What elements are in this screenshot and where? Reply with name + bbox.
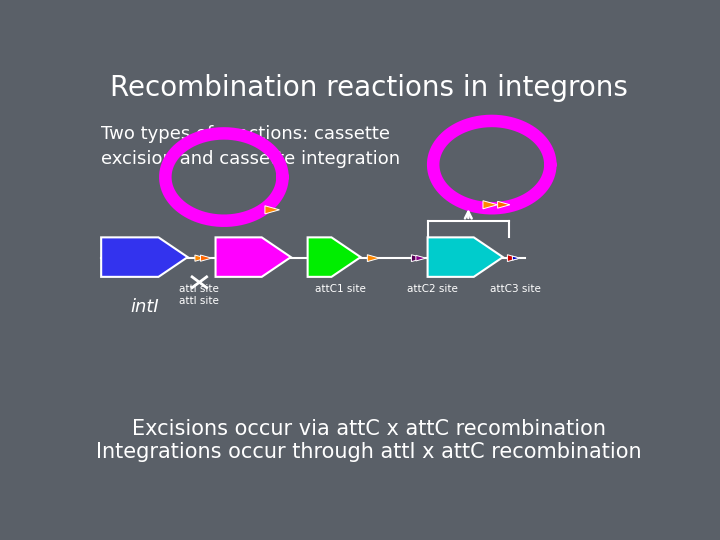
Text: attC1 site: attC1 site bbox=[315, 284, 366, 294]
Text: Integrations occur through attI x attC recombination: Integrations occur through attI x attC r… bbox=[96, 442, 642, 462]
Polygon shape bbox=[195, 255, 206, 261]
Polygon shape bbox=[483, 201, 498, 209]
Polygon shape bbox=[200, 255, 212, 261]
Text: Excisions occur via attC x attC recombination: Excisions occur via attC x attC recombin… bbox=[132, 418, 606, 438]
Text: Recombination reactions in integrons: Recombination reactions in integrons bbox=[110, 73, 628, 102]
Polygon shape bbox=[411, 255, 423, 261]
Polygon shape bbox=[215, 238, 291, 277]
Text: Two types of reactions: cassette
excision and cassette integration: Two types of reactions: cassette excisio… bbox=[101, 125, 400, 168]
Text: intI: intI bbox=[130, 298, 159, 316]
Polygon shape bbox=[367, 255, 379, 261]
Polygon shape bbox=[101, 238, 188, 277]
Polygon shape bbox=[498, 201, 510, 208]
Polygon shape bbox=[416, 255, 426, 261]
Text: attC2 site: attC2 site bbox=[408, 284, 458, 294]
Polygon shape bbox=[508, 255, 520, 261]
Polygon shape bbox=[428, 238, 503, 277]
Text: attI site
attI site: attI site attI site bbox=[179, 284, 220, 306]
Text: attC3 site: attC3 site bbox=[490, 284, 541, 294]
Polygon shape bbox=[265, 206, 279, 214]
Polygon shape bbox=[307, 238, 361, 277]
Polygon shape bbox=[513, 256, 520, 260]
